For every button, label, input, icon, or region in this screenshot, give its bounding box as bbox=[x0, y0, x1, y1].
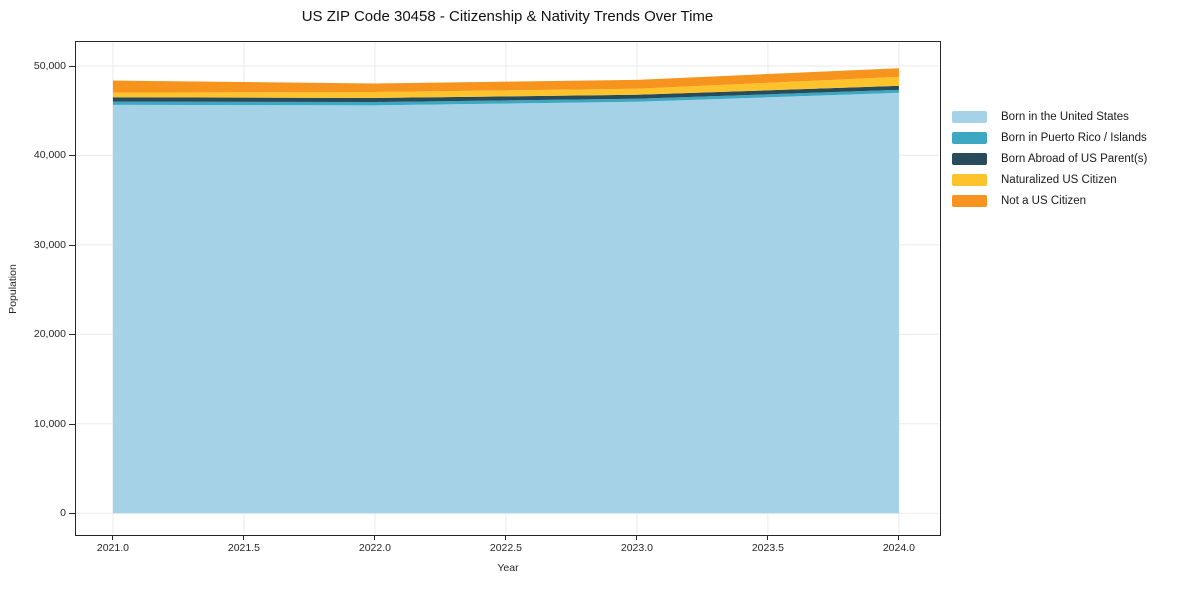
legend-label: Not a US Citizen bbox=[1001, 194, 1087, 207]
x-tick-label: 2022.5 bbox=[489, 542, 522, 554]
x-tick-label: 2022.0 bbox=[358, 542, 391, 554]
x-tick-label: 2021.5 bbox=[227, 542, 260, 554]
x-tick-label: 2023.5 bbox=[751, 542, 784, 554]
x-tick-label: 2021.0 bbox=[96, 542, 129, 554]
legend-item-born-pr: Born in Puerto Rico / Islands bbox=[952, 127, 1147, 148]
legend-item-naturalized: Naturalized US Citizen bbox=[952, 169, 1147, 190]
area-band bbox=[112, 85, 899, 103]
area-band bbox=[112, 89, 899, 106]
y-tick-mark bbox=[69, 423, 75, 425]
legend-label: Born Abroad of US Parent(s) bbox=[1001, 152, 1148, 165]
legend-label: Born in Puerto Rico / Islands bbox=[1001, 131, 1147, 144]
legend-label: Born in the United States bbox=[1001, 110, 1129, 123]
x-tick-mark bbox=[505, 535, 507, 540]
legend-swatch-naturalized bbox=[952, 173, 987, 186]
stacked-area-plot bbox=[76, 42, 939, 534]
y-tick-label: 30,000 bbox=[33, 238, 66, 251]
area-band bbox=[112, 76, 899, 98]
legend-swatch-not-citizen bbox=[952, 194, 987, 207]
x-tick-label: 2023.0 bbox=[620, 542, 653, 554]
legend-label: Naturalized US Citizen bbox=[1001, 173, 1117, 186]
area-band bbox=[112, 68, 899, 93]
x-tick-mark bbox=[898, 535, 900, 540]
x-tick-mark bbox=[243, 535, 245, 540]
y-axis-label: Population bbox=[7, 264, 19, 314]
y-tick-label: 20,000 bbox=[33, 328, 66, 341]
chart-title: US ZIP Code 30458 - Citizenship & Nativi… bbox=[301, 8, 714, 25]
legend-item-not-citizen: Not a US Citizen bbox=[952, 190, 1147, 211]
y-tick-label: 40,000 bbox=[33, 149, 66, 162]
x-tick-mark bbox=[767, 535, 769, 540]
y-tick-mark bbox=[69, 65, 75, 67]
y-tick-mark bbox=[69, 334, 75, 336]
x-tick-label: 2024.0 bbox=[882, 542, 915, 554]
legend: Born in the United States Born in Puerto… bbox=[952, 106, 1147, 211]
y-tick-mark bbox=[69, 155, 75, 157]
x-tick-mark bbox=[374, 535, 376, 540]
y-tick-label: 10,000 bbox=[33, 417, 66, 430]
legend-swatch-born-abroad bbox=[952, 152, 987, 165]
y-tick-mark bbox=[69, 513, 75, 515]
legend-swatch-born-pr bbox=[952, 131, 987, 144]
legend-swatch-born-us bbox=[952, 110, 987, 123]
x-tick-mark bbox=[636, 535, 638, 540]
legend-item-born-us: Born in the United States bbox=[952, 106, 1147, 127]
x-axis-label: Year bbox=[497, 562, 519, 574]
y-tick-label: 50,000 bbox=[33, 59, 66, 72]
area-band bbox=[112, 92, 899, 514]
legend-item-born-abroad: Born Abroad of US Parent(s) bbox=[952, 148, 1147, 169]
y-tick-label: 0 bbox=[60, 507, 66, 520]
y-tick-mark bbox=[69, 244, 75, 246]
x-tick-mark bbox=[112, 535, 114, 540]
